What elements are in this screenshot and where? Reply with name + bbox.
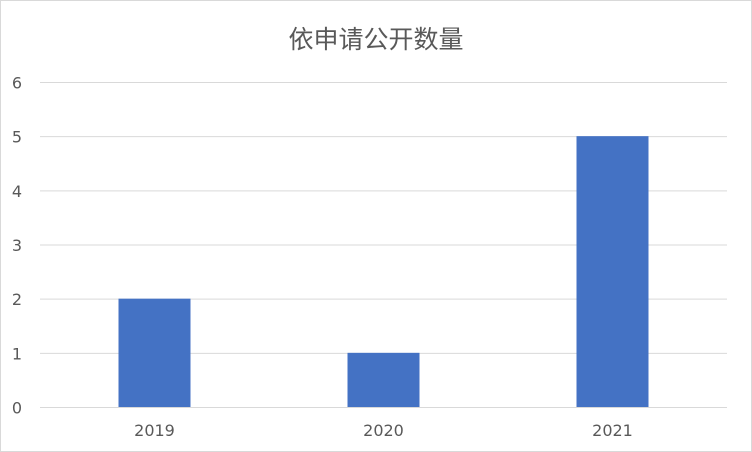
- x-tick-label: 2019: [134, 421, 175, 440]
- y-tick-label: 6: [12, 74, 22, 93]
- y-tick-label: 5: [12, 128, 22, 147]
- y-tick-label: 0: [12, 399, 22, 418]
- bar-2019: [118, 298, 191, 407]
- y-tick-label: 1: [12, 344, 22, 363]
- chart-title: 依申请公开数量: [288, 25, 463, 54]
- x-tick-label: 2021: [592, 421, 633, 440]
- y-tick-label: 3: [12, 236, 22, 255]
- bar-2020: [347, 352, 420, 407]
- y-tick-label: 2: [12, 290, 22, 309]
- bar-2021: [576, 136, 649, 407]
- y-tick-label: 4: [12, 182, 22, 201]
- x-tick-label: 2020: [363, 421, 404, 440]
